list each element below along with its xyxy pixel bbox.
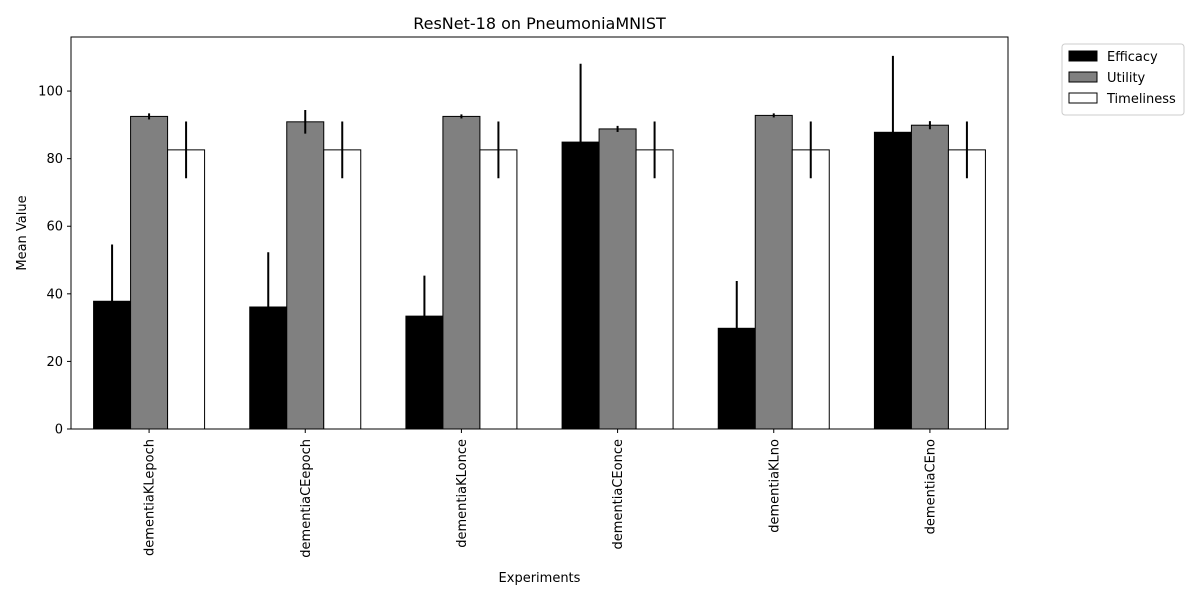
- x-tick-label: dementiaKLno: [767, 439, 782, 533]
- bar-timeliness-dementiaKLonce: [479, 149, 518, 430]
- legend-swatch-efficacy: [1068, 50, 1098, 62]
- y-tick-label: 100: [38, 85, 63, 100]
- legend-swatch-timeliness: [1068, 92, 1098, 104]
- legend-swatch-utility: [1068, 71, 1098, 83]
- bar-utility-dementiaCEonce: [598, 128, 637, 430]
- y-axis: 0 20 40 60 80 100: [38, 85, 71, 438]
- bar-utility-dementiaKLno: [754, 114, 793, 430]
- y-tick-label: 80: [46, 152, 63, 167]
- bar-timeliness-dementiaCEepoch: [323, 149, 362, 430]
- bar-utility-dementiaKLepoch: [130, 115, 169, 430]
- y-tick-label: 20: [46, 355, 63, 370]
- bar-timeliness-dementiaCEonce: [635, 149, 674, 430]
- bar-timeliness-dementiaKLno: [791, 149, 830, 430]
- y-tick-label: 0: [55, 423, 63, 438]
- bar-utility-dementiaCEno: [910, 124, 949, 430]
- bar-utility-dementiaCEepoch: [286, 121, 325, 430]
- legend-label-timeliness: Timeliness: [1106, 92, 1176, 107]
- bar-utility-dementiaKLonce: [442, 115, 481, 430]
- x-tick-label: dementiaKLepoch: [143, 439, 158, 556]
- x-axis-label: Experiments: [499, 571, 581, 586]
- bar-timeliness-dementiaCEno: [947, 149, 986, 430]
- x-axis: dementiaKLepoch dementiaCEepoch dementiaKL…: [143, 429, 938, 558]
- legend-label-efficacy: Efficacy: [1107, 50, 1158, 65]
- y-tick-label: 60: [46, 220, 63, 235]
- y-axis-label: Mean Value: [15, 195, 30, 270]
- x-tick-label: dementiaCEepoch: [299, 439, 314, 558]
- x-tick-label: dementiaCEonce: [611, 439, 626, 549]
- bar-timeliness-dementiaKLepoch: [167, 149, 206, 430]
- chart-title: ResNet-18 on PneumoniaMNIST: [413, 14, 666, 33]
- y-tick-label: 40: [46, 287, 63, 302]
- plot-frame: [70, 36, 1009, 430]
- x-tick-label: dementiaCEno: [923, 439, 938, 534]
- x-tick-label: dementiaKLonce: [455, 439, 470, 548]
- legend-label-utility: Utility: [1107, 71, 1146, 86]
- legend: Efficacy Utility Timeliness: [1061, 43, 1185, 116]
- plot-area: [70, 36, 1009, 430]
